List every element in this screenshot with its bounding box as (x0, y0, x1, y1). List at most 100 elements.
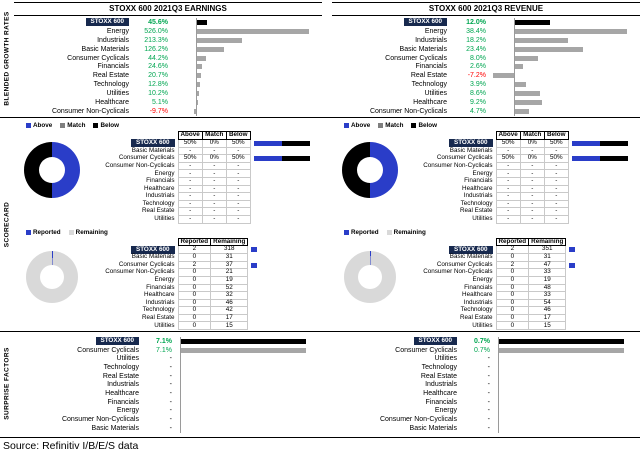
reported-cell: 0 (177, 275, 212, 285)
sector-label: Basic Materials (131, 253, 175, 261)
row-label-cell: Healthcare (14, 390, 142, 397)
sector-label: Consumer Cyclicals (118, 154, 175, 162)
axis-line (514, 106, 515, 116)
bar-cell (250, 162, 312, 170)
row-value: - (169, 363, 172, 371)
header-spacer (250, 132, 312, 140)
bar-row: Technology 12.8% (14, 80, 322, 90)
row-label-cell: Consumer Non-Cyclicals (408, 162, 496, 170)
axis-line (514, 80, 515, 90)
bar-cell (566, 269, 626, 277)
legend-swatch (26, 229, 31, 235)
bar-segment (253, 155, 282, 161)
reported-row: Real Estate 0 17 (90, 313, 308, 323)
row-label-cell: Consumer Non-Cyclicals (408, 269, 496, 277)
sector-bar (197, 91, 200, 97)
row-value: 3.9% (470, 81, 486, 89)
row-label-cell: STOXX 600 (14, 18, 132, 27)
legend-item: Match (378, 122, 403, 129)
scorecard-cell: 0% (519, 138, 545, 148)
sector-label: Technology (142, 199, 175, 207)
bar-area (490, 35, 640, 45)
revenue-reported-table: Reported Remaining STOXX 600 2 351 Basic Mate… (402, 237, 626, 331)
row-label-cell: Energy (408, 170, 496, 178)
bar-area (494, 406, 640, 416)
row-label-cell: Industrials (90, 193, 178, 201)
section-divider (0, 117, 640, 118)
donut-hole (358, 264, 382, 289)
scorecard-row: Technology - - - (408, 199, 630, 209)
earnings-reported-body: Reported Remaining STOXX 600 2 318 Basic Mate… (14, 237, 322, 331)
row-value: 44.2% (148, 54, 168, 62)
revenue-beat-miss-block: Above Match Below Above Match Below STOXX 600… (332, 120, 640, 224)
index-bar (197, 19, 207, 25)
sector-label: Real Estate (459, 207, 493, 215)
row-value: 2.6% (470, 63, 486, 71)
sector-label: Consumer Non-Cyclicals (105, 268, 175, 276)
row-value: 24.6% (148, 63, 168, 71)
donut-hole (357, 157, 383, 183)
bar-area (172, 97, 322, 107)
bar-area (494, 415, 640, 425)
row-label-cell: Industrials (14, 381, 142, 388)
sector-label: Technology (142, 306, 175, 314)
surprise-factors-section: STOXX 600 7.1% Consumer Cyclicals 7.1% Utili… (14, 334, 640, 434)
sector-label: Utilities (472, 321, 493, 329)
row-label-cell: Utilities (14, 90, 132, 97)
scorecard-table: Above Match Below STOXX 600 50% 0% 50% Basic Ma… (90, 131, 312, 224)
stoxx600-chip: STOXX 600 (131, 245, 175, 254)
legend-label: Match (67, 122, 86, 129)
bar-cell (568, 215, 630, 223)
earnings-growth-panel: STOXX 600 2021Q3 EARNINGS STOXX 600 45.6%… (14, 2, 322, 117)
bar-cell (248, 276, 308, 284)
bar-row: Technology - (14, 362, 322, 372)
sector-bar (515, 46, 584, 52)
reported-row: Financials 0 52 (90, 283, 308, 293)
bar-area (176, 415, 322, 425)
revenue-reported-donut (344, 250, 396, 303)
sector-label: Real Estate (141, 314, 175, 322)
sector-label: Consumer Cyclicals (436, 260, 493, 268)
bar-row: Basic Materials 23.4% (332, 44, 640, 54)
bar-row: Technology - (332, 362, 640, 372)
sector-label: Energy (154, 169, 175, 177)
sector-bar (515, 108, 529, 114)
row-label-cell: Consumer Cyclicals (332, 347, 460, 354)
row-value: - (487, 355, 490, 363)
sector-bar (499, 347, 624, 353)
reported-cell: 17 (528, 313, 567, 323)
bar-cell (566, 246, 626, 254)
row-label-cell: Basic Materials (408, 254, 496, 262)
bar-area (494, 423, 640, 433)
row-value: 10.2% (148, 90, 168, 98)
sector-bar (515, 99, 542, 105)
bar-area (494, 371, 640, 381)
sector-label: Energy (472, 169, 493, 177)
row-label-cell: Industrials (90, 299, 178, 307)
row-label-cell: Real Estate (408, 208, 496, 216)
bar-area (172, 26, 322, 36)
sector-label: Healthcare (105, 389, 139, 397)
revenue-reported-block: Reported Remaining Reported Remaining STOXX… (332, 227, 640, 331)
sector-bar (181, 347, 306, 353)
row-label-cell: Basic Materials (332, 46, 450, 53)
sector-label: Healthcare (423, 389, 457, 397)
row-label-cell: Healthcare (90, 185, 178, 193)
bar-cell (568, 177, 630, 185)
row-value: 18.2% (466, 36, 486, 44)
bar-area (172, 106, 322, 116)
bar-area (490, 44, 640, 54)
axis-line (180, 345, 181, 355)
bar-cell (248, 246, 308, 254)
bar-segment (571, 140, 600, 146)
reported-bar (569, 262, 576, 268)
legend-swatch (344, 123, 349, 128)
stacked-bar (571, 140, 628, 146)
row-label-cell: Basic Materials (14, 425, 142, 432)
revenue-beat-miss-legend: Above Match Below (332, 120, 640, 130)
reported-header-row: Reported Remaining (90, 237, 308, 247)
revenue-scorecard-half: Above Match Below Above Match Below STOXX 600… (332, 120, 640, 331)
sector-label: Energy (154, 276, 175, 284)
reported-row: Energy 0 19 (408, 275, 626, 285)
revenue-scorecard-table: Above Match Below STOXX 600 50% 0% 50% Basic Ma… (402, 130, 630, 224)
